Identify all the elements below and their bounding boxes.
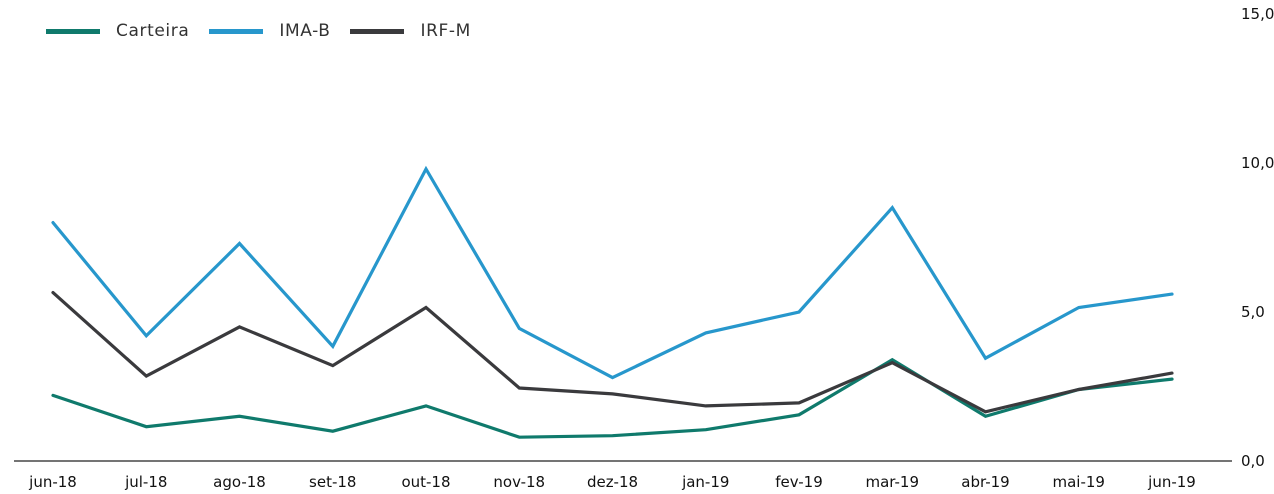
x-tick-label: jun-18	[28, 473, 77, 491]
legend-item-irf-m: IRF-M	[350, 21, 470, 41]
legend-swatch-carteira	[46, 28, 100, 34]
series-line-ima-b	[51, 165, 1174, 380]
legend-label-irf-m: IRF-M	[420, 21, 471, 41]
chart-legend: Carteira IMA-B IRF-M	[46, 18, 491, 44]
legend-label-carteira: Carteira	[116, 21, 190, 41]
legend-swatch-irf-m	[350, 28, 405, 34]
x-tick-label: jun-19	[1147, 473, 1196, 491]
series-line-irf-m	[51, 291, 1174, 414]
x-tick-label: mai-19	[1053, 473, 1105, 491]
x-tick-label: nov-18	[493, 473, 545, 491]
x-tick-label: ago-18	[213, 473, 266, 491]
y-tick-label: 10,0	[1241, 154, 1274, 172]
x-tick-label: abr-19	[961, 473, 1009, 491]
legend-label-ima-b: IMA-B	[279, 21, 331, 41]
series-line-carteira	[51, 357, 1174, 439]
legend-swatch-ima-b	[209, 28, 264, 34]
x-tick-label: jan-19	[681, 473, 729, 491]
y-tick-label: 0,0	[1241, 452, 1265, 470]
legend-item-carteira: Carteira	[46, 21, 189, 41]
y-tick-label: 5,0	[1241, 303, 1265, 321]
x-tick-label: set-18	[309, 473, 356, 491]
legend-item-ima-b: IMA-B	[209, 21, 330, 41]
y-tick-label: 15,0	[1241, 5, 1274, 23]
x-tick-label: mar-19	[865, 473, 919, 491]
x-tick-label: fev-19	[775, 473, 822, 491]
x-tick-label: dez-18	[587, 473, 638, 491]
x-tick-label: out-18	[401, 473, 450, 491]
x-tick-label: jul-18	[124, 473, 167, 491]
